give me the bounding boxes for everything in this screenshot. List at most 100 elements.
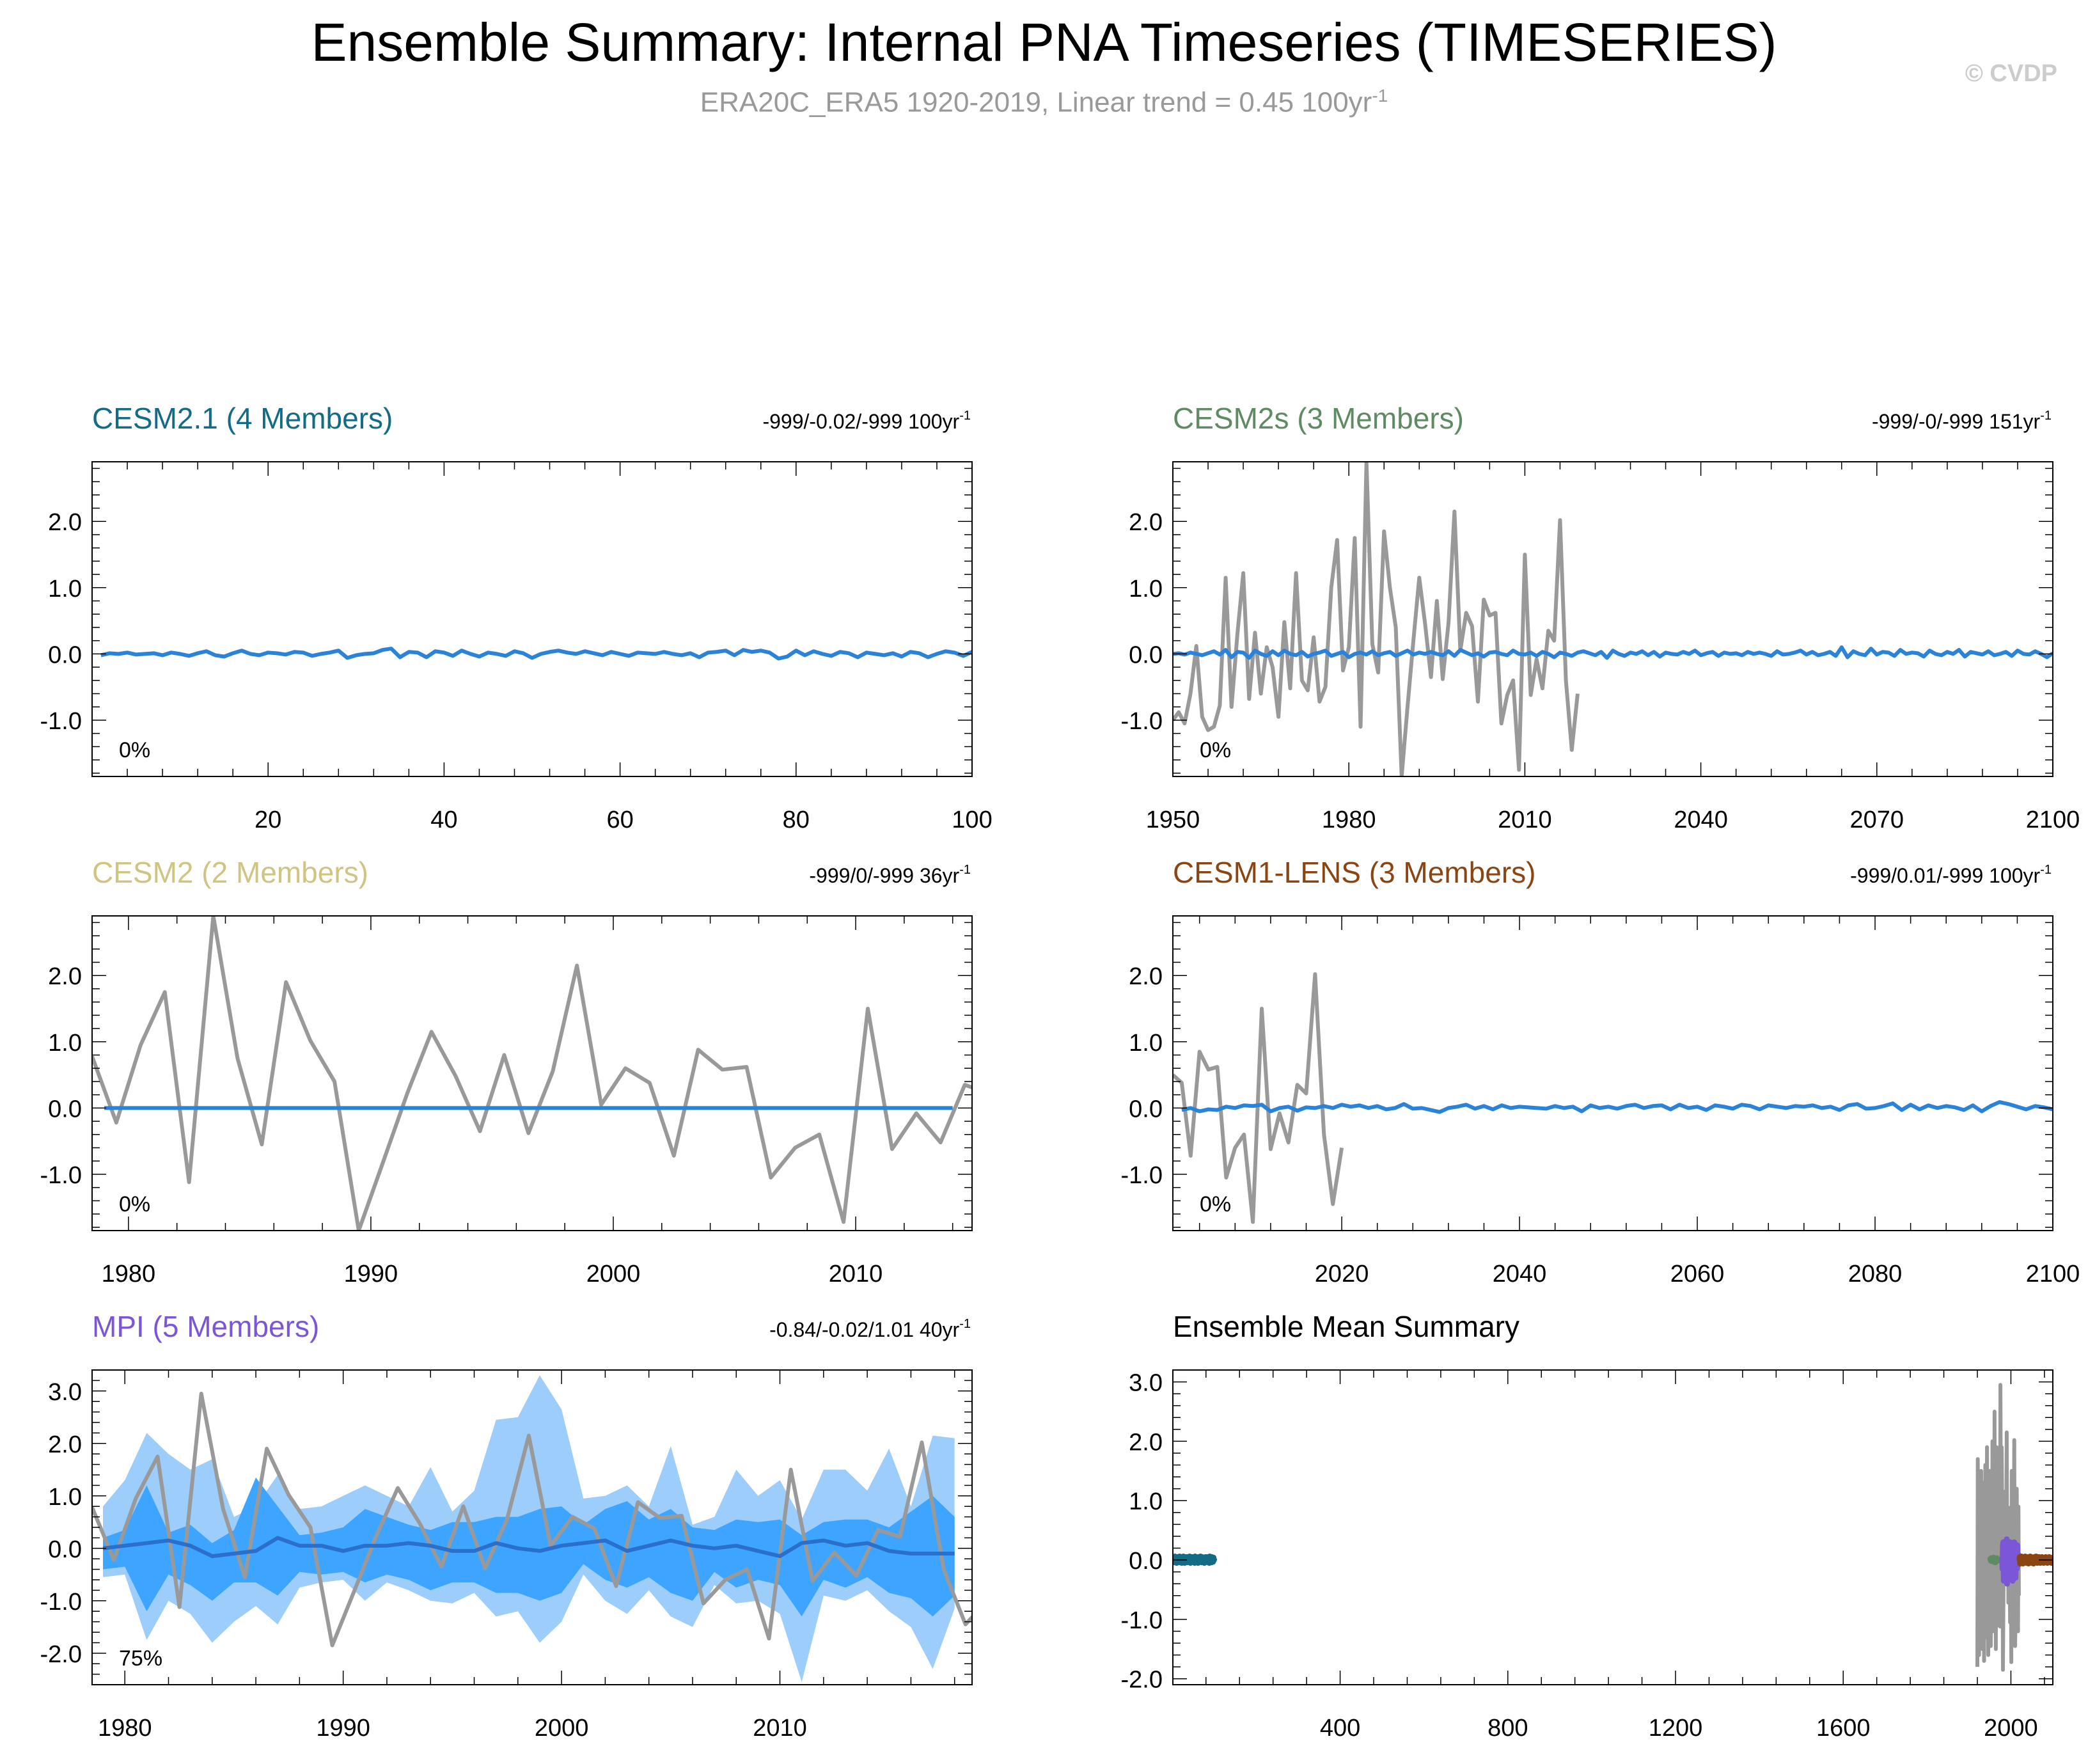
x-tick-label: 2000 <box>535 1715 589 1742</box>
panel-cesm1: 2.0 1.0 0.0 -1.0 2020 2040 2060 2080 2100 CESM1-L… <box>1121 856 2080 1288</box>
panel-mpi: 3.0 2.0 1.0 0.0 -1.0 -2.0 1980 1990 2000 2010 MPI … <box>40 1310 973 1742</box>
panel-title: Ensemble Mean Summary <box>1173 1310 1519 1343</box>
y-tick-label: -1.0 <box>1121 1607 1163 1634</box>
x-tick-label: 2000 <box>1984 1715 2038 1742</box>
plot-frame <box>1172 915 2053 1231</box>
plot-area-cesm1 <box>1173 972 2053 1224</box>
x-tick-label: 400 <box>1320 1715 1360 1742</box>
subtitle-superscript: -1 <box>1372 86 1388 106</box>
y-tick-label: 1.0 <box>1129 1030 1163 1057</box>
observed-line <box>1173 972 1344 1224</box>
x-tick-label: 2100 <box>2026 1261 2080 1288</box>
y-tick-label: -1.0 <box>40 1589 82 1616</box>
y-tick-label: 1.0 <box>1129 1488 1163 1515</box>
panel-cesm2s: 2.0 1.0 0.0 -1.0 1950 1980 2010 2040 2070 2100 CES… <box>1121 402 2080 833</box>
subtitle-text: ERA20C_ERA5 1920-2019, Linear trend = 0.… <box>700 86 1372 118</box>
plot-area-cesm2 <box>92 916 972 1231</box>
percent-label: 0% <box>1200 738 1231 762</box>
x-tick-label: 1990 <box>316 1715 370 1742</box>
y-tick-label: 3.0 <box>48 1379 82 1406</box>
plot-frame <box>1172 1369 2053 1685</box>
y-tick-label: 0.0 <box>1129 642 1163 668</box>
x-tick-label: 2100 <box>2026 807 2080 833</box>
y-tick-label: -2.0 <box>40 1641 82 1668</box>
x-tick-label: 100 <box>952 807 992 833</box>
x-tick-label: 1200 <box>1649 1715 1703 1742</box>
y-tick-label: 0.0 <box>1129 1548 1163 1575</box>
y-tick-label: -1.0 <box>40 1162 82 1189</box>
percent-label: 0% <box>119 738 150 762</box>
y-tick-label: -1.0 <box>40 708 82 735</box>
y-tick-label: 2.0 <box>1129 509 1163 536</box>
panel-title: CESM2.1 (4 Members) <box>92 402 393 435</box>
summary-line-mpi <box>1999 1536 2021 1587</box>
figure-subtitle: ERA20C_ERA5 1920-2019, Linear trend = 0.… <box>0 86 2088 119</box>
x-tick-label: 1600 <box>1816 1715 1871 1742</box>
y-tick-label: 2.0 <box>48 509 82 536</box>
ensemble-mean-line <box>1173 645 2053 660</box>
x-tick-label: 1980 <box>102 1261 156 1288</box>
panel-stats-text: -999/0.01/-999 100yr <box>1850 864 2040 887</box>
x-tick-label: 60 <box>606 807 633 833</box>
panel-stats-text: -999/-0/-999 151yr <box>1872 410 2041 433</box>
ensemble-mean-line <box>1181 1100 2053 1114</box>
panel-title: MPI (5 Members) <box>92 1310 319 1343</box>
y-tick-label: -2.0 <box>1121 1667 1163 1694</box>
panel-stats-superscript: -1 <box>2040 409 2052 423</box>
y-tick-label: 1.0 <box>1129 576 1163 602</box>
plot-area-summary <box>1173 1383 2053 1672</box>
x-tick-label: 1950 <box>1146 807 1200 833</box>
copyright-label: © CVDP <box>1965 60 2057 87</box>
x-tick-label: 80 <box>783 807 810 833</box>
panel-cesm21: 2.0 1.0 0.0 -1.0 20 40 60 80 100 CESM2.1 (4 Membe… <box>40 402 993 833</box>
plot-frame <box>91 915 973 1231</box>
panel-stats-superscript: -1 <box>959 863 971 877</box>
panel-title: CESM2s (3 Members) <box>1173 402 1464 435</box>
x-tick-label: 1990 <box>344 1261 398 1288</box>
y-tick-label: 2.0 <box>1129 963 1163 990</box>
y-tick-label: 2.0 <box>1129 1429 1163 1456</box>
x-tick-label: 1980 <box>1322 807 1376 833</box>
x-tick-label: 40 <box>430 807 457 833</box>
panel-cesm2: 2.0 1.0 0.0 -1.0 1980 1990 2000 2010 CESM2 (2 Me… <box>40 856 973 1288</box>
panel-stats-superscript: -1 <box>2040 863 2052 877</box>
summary-line-cesm1-lens <box>2016 1553 2053 1567</box>
y-tick-label: 0.0 <box>1129 1096 1163 1122</box>
y-tick-label: 3.0 <box>1129 1370 1163 1397</box>
panel-title: CESM1-LENS (3 Members) <box>1173 856 1535 889</box>
x-tick-label: 2010 <box>1498 807 1552 833</box>
x-tick-label: 20 <box>255 807 281 833</box>
y-tick-label: 1.0 <box>48 1484 82 1511</box>
panel-stats-text: -999/0/-999 36yr <box>809 864 959 887</box>
percent-label: 0% <box>1200 1192 1231 1217</box>
x-tick-label: 800 <box>1488 1715 1528 1742</box>
figure-title: Ensemble Summary: Internal PNA Timeserie… <box>311 12 1777 72</box>
percent-label: 75% <box>119 1646 162 1671</box>
x-tick-label: 2060 <box>1670 1261 1725 1288</box>
plot-area-mpi <box>92 1375 972 1682</box>
panel-stats: -999/-0.02/-999 100yr-1 <box>762 409 971 433</box>
plot-area-cesm21 <box>100 647 972 661</box>
x-tick-label: 2040 <box>1674 807 1728 833</box>
summary-line-cesm2s <box>1987 1554 2001 1566</box>
x-tick-label: 2000 <box>586 1261 641 1288</box>
panel-stats-superscript: -1 <box>959 409 971 423</box>
x-tick-label: 1980 <box>98 1715 152 1742</box>
panel-stats-text: -0.84/-0.02/1.01 40yr <box>769 1318 959 1341</box>
observed-line <box>92 916 972 1231</box>
panel-stats: -999/0/-999 36yr-1 <box>809 863 971 887</box>
plot-frame <box>1172 461 2053 777</box>
y-tick-label: 2.0 <box>48 963 82 990</box>
observed-line <box>1975 1383 2021 1672</box>
plot-frame <box>91 461 973 777</box>
y-tick-label: 0.0 <box>48 1536 82 1563</box>
ensemble-mean-line <box>100 647 972 661</box>
observed-line <box>1173 462 1580 776</box>
plot-area-cesm2s <box>1173 462 2053 776</box>
x-tick-label: 2020 <box>1315 1261 1369 1288</box>
y-tick-label: -1.0 <box>1121 1162 1163 1189</box>
summary-line-cesm2-1 <box>1173 1553 1218 1566</box>
panel-stats: -0.84/-0.02/1.01 40yr-1 <box>769 1317 971 1341</box>
y-tick-label: 1.0 <box>48 576 82 602</box>
